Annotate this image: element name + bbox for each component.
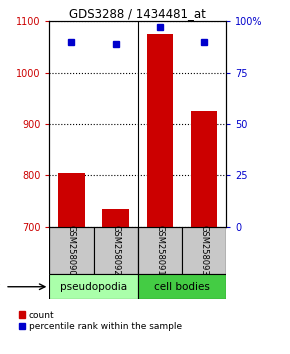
Bar [102, 209, 129, 227]
Text: GSM258091: GSM258091 [155, 225, 164, 276]
Text: GSM258090: GSM258090 [67, 225, 76, 276]
Text: other: other [0, 282, 1, 292]
Legend: count, percentile rank within the sample: count, percentile rank within the sample [19, 311, 182, 331]
Bar [138, 227, 182, 274]
Text: cell bodies: cell bodies [154, 282, 210, 292]
Bar [182, 227, 226, 274]
Bar [93, 227, 138, 274]
Bar [138, 274, 226, 299]
Bar [58, 173, 85, 227]
Text: pseudopodia: pseudopodia [60, 282, 127, 292]
Text: GSM258092: GSM258092 [111, 225, 120, 276]
Title: GDS3288 / 1434481_at: GDS3288 / 1434481_at [69, 7, 206, 20]
Text: GSM258093: GSM258093 [200, 225, 209, 276]
Bar [49, 274, 138, 299]
Bar [49, 227, 93, 274]
Bar [191, 111, 218, 227]
Bar [147, 34, 173, 227]
